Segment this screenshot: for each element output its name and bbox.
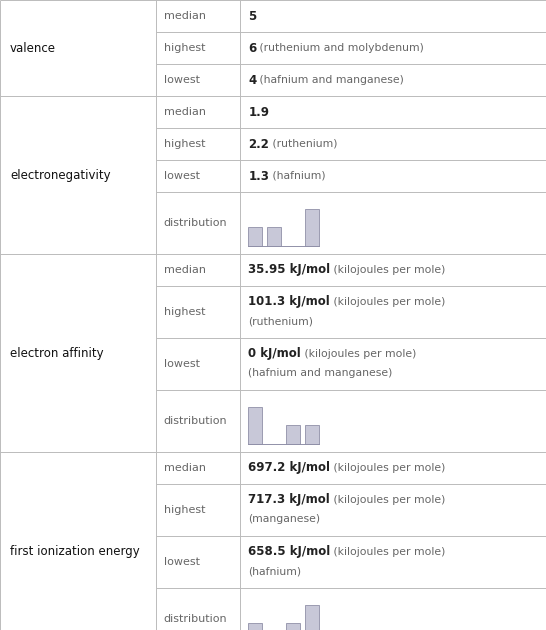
Text: highest: highest: [164, 307, 205, 317]
Text: 0 kJ/mol: 0 kJ/mol: [248, 347, 301, 360]
Text: median: median: [164, 463, 206, 473]
Bar: [305, 209, 319, 246]
Text: highest: highest: [164, 43, 205, 53]
Text: 4: 4: [248, 74, 257, 86]
Text: (kilojoules per mole): (kilojoules per mole): [330, 547, 446, 556]
Text: (kilojoules per mole): (kilojoules per mole): [301, 348, 417, 358]
Text: 717.3 kJ/mol: 717.3 kJ/mol: [248, 493, 330, 506]
Bar: [305, 425, 319, 444]
Text: electronegativity: electronegativity: [10, 168, 111, 181]
Text: (hafnium): (hafnium): [269, 171, 326, 181]
Text: 6: 6: [248, 42, 257, 55]
Text: (hafnium and manganese): (hafnium and manganese): [248, 369, 393, 379]
Text: 5: 5: [248, 9, 257, 23]
Text: (kilojoules per mole): (kilojoules per mole): [330, 265, 446, 275]
Text: (kilojoules per mole): (kilojoules per mole): [330, 297, 446, 307]
Bar: [248, 407, 262, 444]
Text: 1.3: 1.3: [248, 169, 269, 183]
Text: (ruthenium and molybdenum): (ruthenium and molybdenum): [257, 43, 424, 53]
Text: (kilojoules per mole): (kilojoules per mole): [330, 463, 446, 473]
Text: median: median: [164, 265, 206, 275]
Text: lowest: lowest: [164, 359, 200, 369]
Bar: [305, 605, 319, 630]
Text: 1.9: 1.9: [248, 105, 269, 118]
Text: distribution: distribution: [164, 218, 227, 228]
Text: distribution: distribution: [164, 614, 227, 624]
Text: 658.5 kJ/mol: 658.5 kJ/mol: [248, 545, 330, 558]
Bar: [248, 624, 262, 630]
Text: lowest: lowest: [164, 171, 200, 181]
Text: 697.2 kJ/mol: 697.2 kJ/mol: [248, 462, 330, 474]
Text: distribution: distribution: [164, 416, 227, 426]
Text: first ionization energy: first ionization energy: [10, 544, 140, 558]
Text: highest: highest: [164, 505, 205, 515]
Text: electron affinity: electron affinity: [10, 346, 104, 360]
Text: 101.3 kJ/mol: 101.3 kJ/mol: [248, 295, 330, 308]
Bar: [286, 425, 300, 444]
Text: (ruthenium): (ruthenium): [248, 316, 313, 326]
Text: median: median: [164, 11, 206, 21]
Text: valence: valence: [10, 42, 56, 55]
Text: lowest: lowest: [164, 75, 200, 85]
Text: lowest: lowest: [164, 557, 200, 567]
Bar: [286, 624, 300, 630]
Text: (hafnium and manganese): (hafnium and manganese): [257, 75, 405, 85]
Text: 35.95 kJ/mol: 35.95 kJ/mol: [248, 263, 330, 277]
Text: highest: highest: [164, 139, 205, 149]
Bar: [248, 227, 262, 246]
Text: (manganese): (manganese): [248, 514, 321, 524]
Text: (ruthenium): (ruthenium): [269, 139, 337, 149]
Text: 2.2: 2.2: [248, 137, 269, 151]
Text: (hafnium): (hafnium): [248, 566, 301, 576]
Text: (kilojoules per mole): (kilojoules per mole): [330, 495, 446, 505]
Text: median: median: [164, 107, 206, 117]
Bar: [267, 227, 281, 246]
